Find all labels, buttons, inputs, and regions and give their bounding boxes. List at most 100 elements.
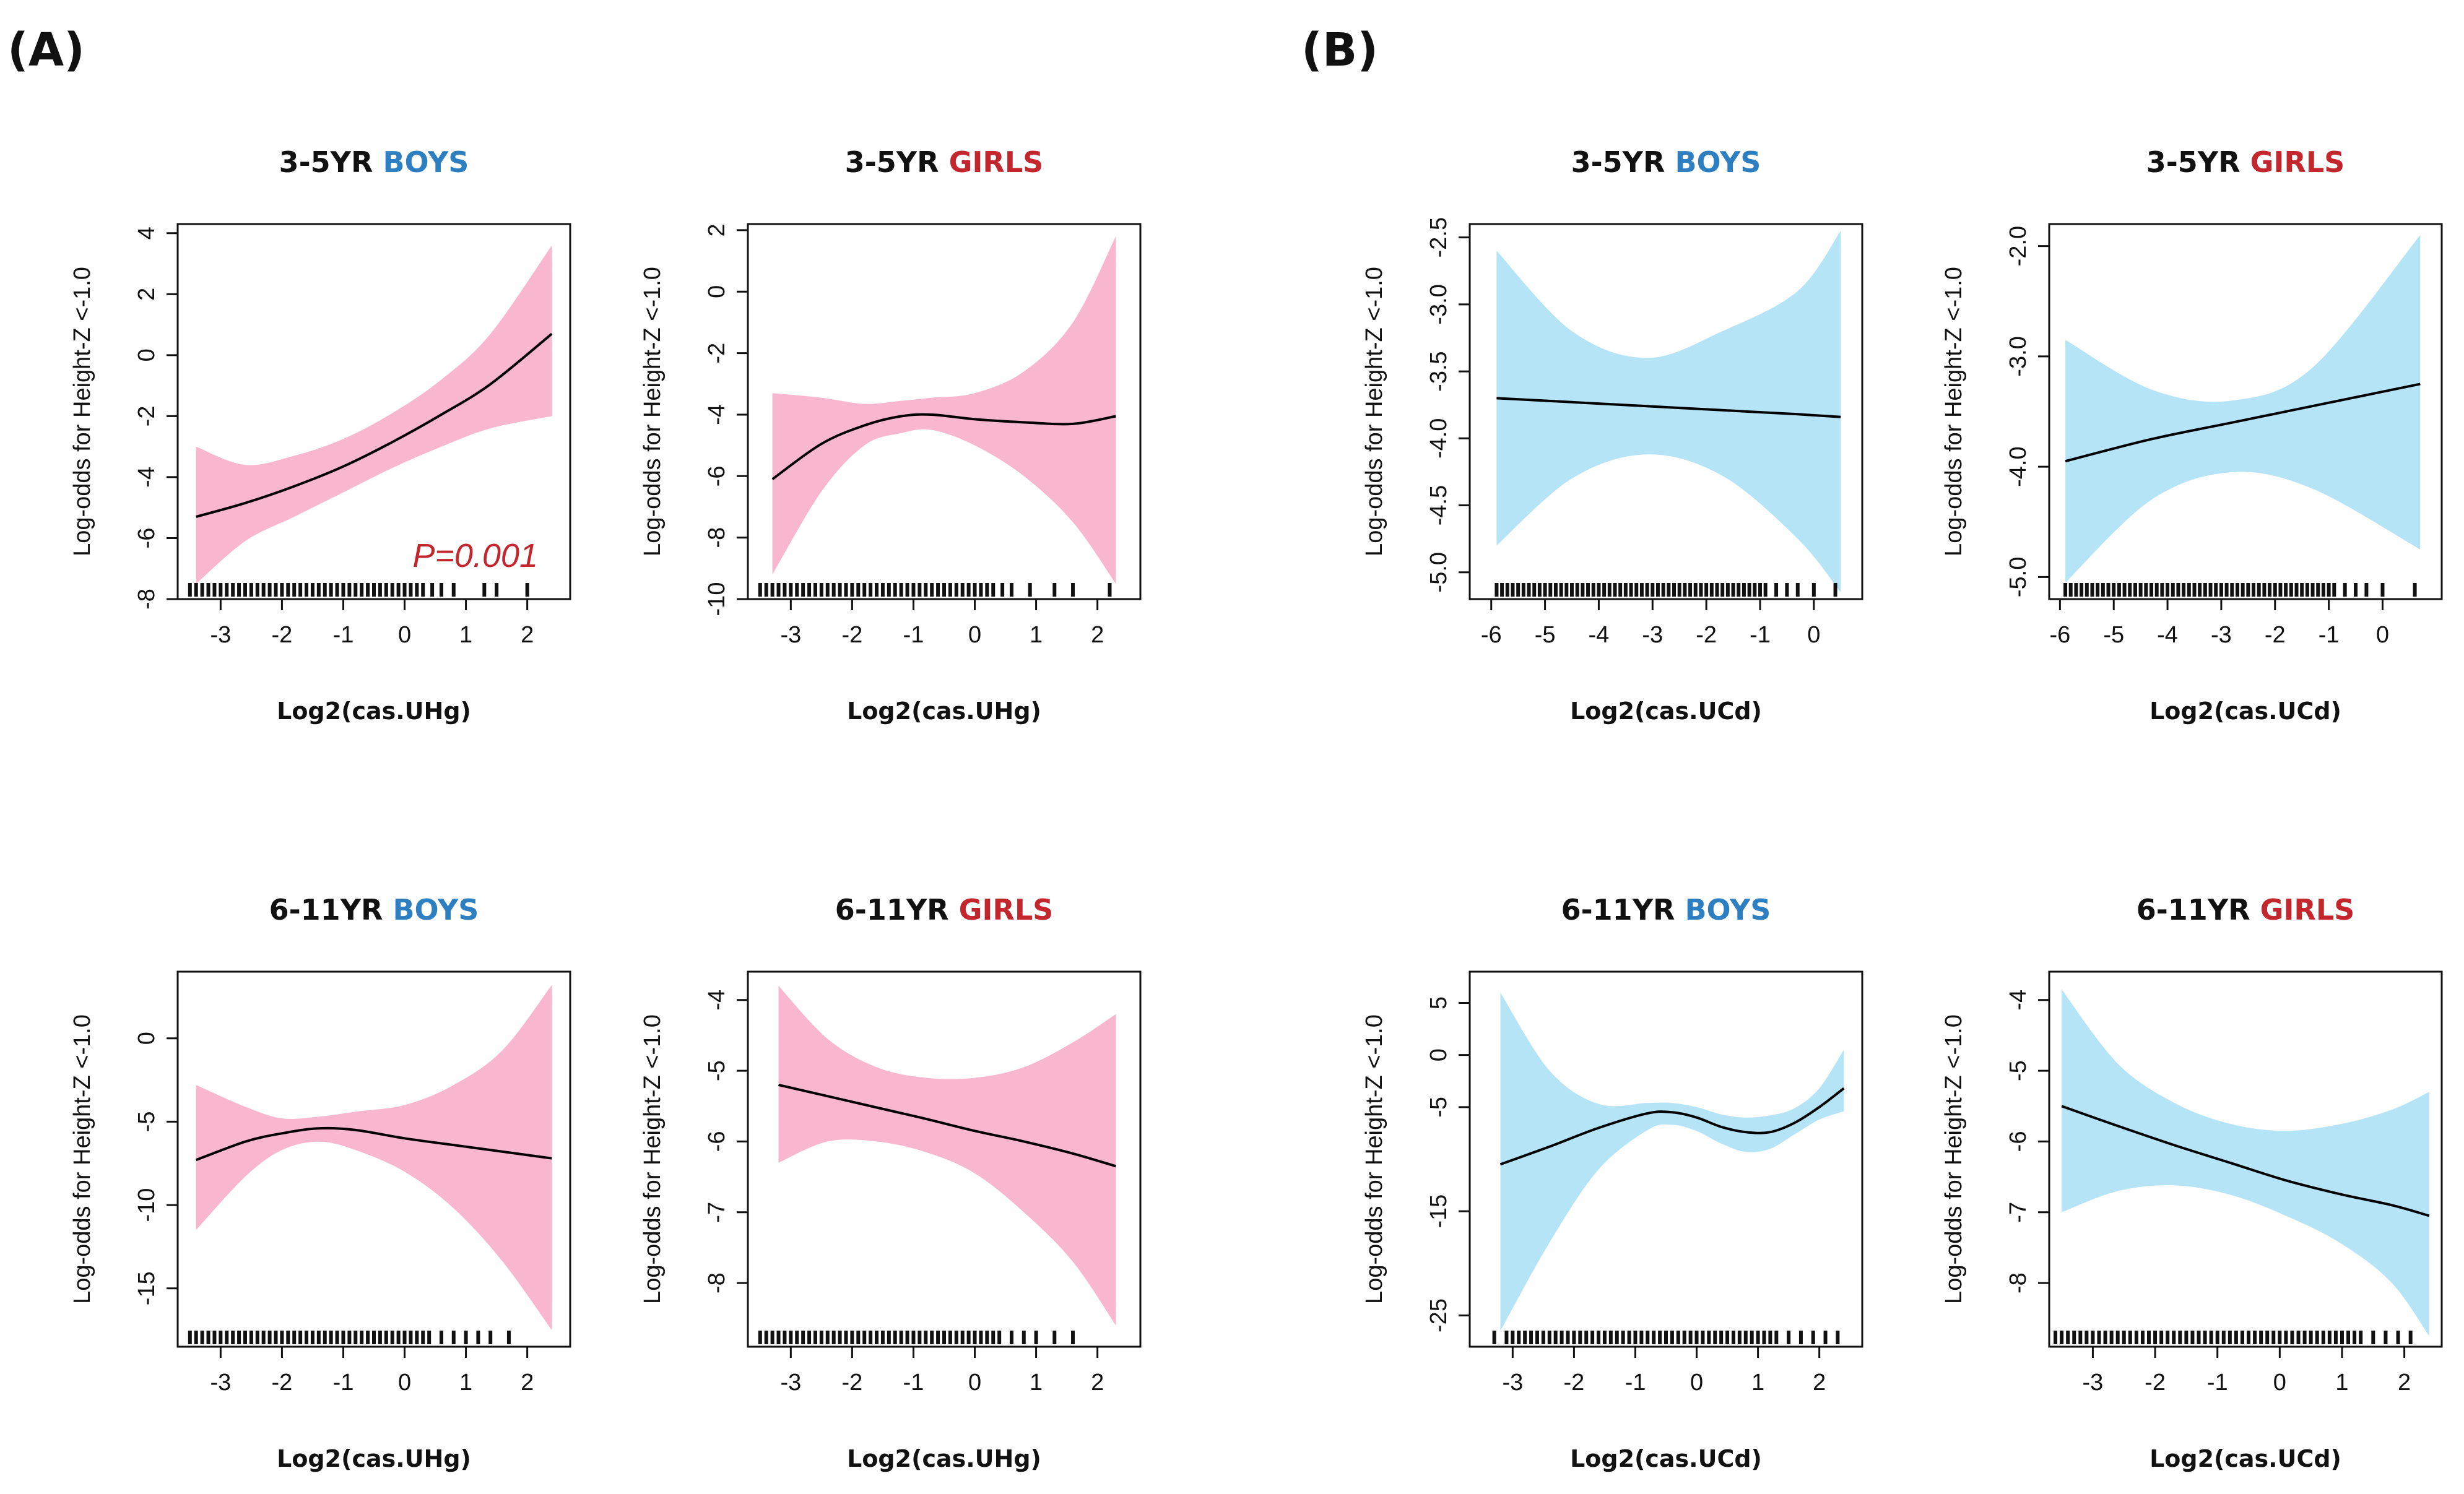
chart-title: 3-5YR BOYS bbox=[279, 145, 469, 179]
x-tick-label: 2 bbox=[521, 622, 534, 648]
y-axis-label: Log-odds for Height-Z <-1.0 bbox=[1941, 267, 1967, 556]
plot-frame bbox=[747, 223, 1142, 600]
x-tick-label: -2 bbox=[272, 1370, 293, 1396]
x-tick-label: -3 bbox=[2083, 1370, 2104, 1396]
x-tick-label: 0 bbox=[1807, 622, 1820, 648]
title-sex: BOYS bbox=[393, 893, 479, 926]
x-tick-label: -3 bbox=[210, 1370, 231, 1396]
y-tick-label: 2 bbox=[704, 223, 730, 236]
plot-frame bbox=[176, 970, 571, 1348]
plot-frame bbox=[2048, 223, 2443, 600]
y-tick-label: -10 bbox=[134, 1188, 160, 1222]
plot-frame bbox=[1468, 223, 1863, 600]
title-sex: BOYS bbox=[383, 145, 469, 179]
y-tick-label: -5 bbox=[704, 1060, 730, 1081]
x-tick-label: -3 bbox=[1642, 622, 1663, 648]
chart-title: 3-5YR GIRLS bbox=[845, 145, 1044, 179]
x-tick-label: -2 bbox=[272, 622, 293, 648]
title-age: 3-5YR bbox=[279, 145, 383, 179]
fit-line bbox=[771, 413, 1116, 480]
x-tick-label: -3 bbox=[780, 1370, 801, 1396]
y-tick-label: -2.5 bbox=[1426, 217, 1452, 257]
rug bbox=[1494, 583, 1837, 597]
chart-title: 3-5YR GIRLS bbox=[2146, 145, 2345, 179]
y-tick-label: -8 bbox=[134, 589, 160, 610]
title-sex: BOYS bbox=[1685, 893, 1771, 926]
x-tick-label: -1 bbox=[903, 622, 924, 648]
y-tick-label: -15 bbox=[1426, 1194, 1452, 1228]
y-axis-label: Log-odds for Height-Z <-1.0 bbox=[1361, 1014, 1387, 1304]
x-tick-label: -3 bbox=[210, 622, 231, 648]
title-age: 6-11YR bbox=[835, 893, 959, 926]
x-tick-label: -5 bbox=[2103, 622, 2124, 648]
x-tick-label: -6 bbox=[1481, 622, 1502, 648]
y-tick-label: -2.0 bbox=[2005, 226, 2031, 266]
y-tick-label: -2 bbox=[134, 405, 160, 426]
chart-3-5yr-girls-a: 3-5YR GIRLS-3 -2 -1 0 1 2-10-8-6-4-202Log2(ca… bbox=[640, 145, 1142, 725]
x-tick-label: -1 bbox=[903, 1370, 924, 1396]
chart-6-11yr-boys-b: 6-11YR BOYS -3 -2 -1 0 1 2 -25 -15 -5 0 5 Log2(cas.U… bbox=[1361, 893, 1863, 1472]
x-axis-label: Log2(cas.UHg) bbox=[847, 697, 1041, 725]
y-tick-label: -4 bbox=[134, 467, 160, 488]
x-tick-label: -6 bbox=[2049, 622, 2070, 648]
x-tick-label: 0 bbox=[398, 1370, 411, 1396]
y-tick-label: -3.5 bbox=[1426, 351, 1452, 391]
x-axis-label: Log2(cas.UHg) bbox=[277, 697, 471, 725]
plots-group: 3-5YR BOYS-3 -2 -1 0 1 2-8-6-4-2024Log2(cas.U… bbox=[69, 145, 2443, 1472]
chart-title: 6-11YR BOYS bbox=[1561, 893, 1771, 926]
y-tick-label: -7 bbox=[2005, 1202, 2031, 1223]
x-tick-label: 2 bbox=[1091, 622, 1104, 648]
confidence-band bbox=[772, 236, 1116, 584]
x-tick-label: 2 bbox=[1091, 1370, 1104, 1396]
title-age: 3-5YR bbox=[1571, 145, 1675, 179]
x-tick-label: 1 bbox=[2335, 1370, 2348, 1396]
y-tick-label: 4 bbox=[134, 227, 160, 240]
y-tick-label: -8 bbox=[704, 1272, 730, 1293]
x-tick-label: 1 bbox=[459, 622, 472, 648]
chart-3-5yr-boys-b: 3-5YR BOYS -6 -5 -4 -3 -2 -1 0 -5.0 -4.5 -4.0 -3.5 -… bbox=[1361, 145, 1863, 725]
y-tick-label: -8 bbox=[2005, 1272, 2031, 1293]
y-axis-label: Log-odds for Height-Z <-1.0 bbox=[1941, 1014, 1967, 1304]
x-tick-label: -1 bbox=[2207, 1370, 2228, 1396]
rug bbox=[2063, 583, 2417, 597]
y-tick-label: -5.0 bbox=[1426, 552, 1452, 592]
y-axis-label: Log-odds for Height-Z <-1.0 bbox=[69, 1014, 95, 1304]
y-tick-label: 0 bbox=[704, 285, 730, 298]
x-tick-label: 1 bbox=[1751, 1370, 1764, 1396]
y-tick-label: -6 bbox=[2005, 1131, 2031, 1152]
x-tick-label: -2 bbox=[2145, 1370, 2166, 1396]
y-tick-label: 2 bbox=[134, 288, 160, 301]
confidence-band bbox=[1500, 992, 1844, 1331]
x-tick-label: -1 bbox=[333, 622, 354, 648]
x-tick-label: 1 bbox=[1030, 622, 1043, 648]
y-tick-label: -7 bbox=[704, 1202, 730, 1223]
fit-line bbox=[778, 1083, 1116, 1168]
x-tick-label: -2 bbox=[842, 622, 863, 648]
rug bbox=[1492, 1331, 1840, 1344]
y-tick-label: -4.0 bbox=[1426, 418, 1452, 459]
y-tick-label: -4 bbox=[2005, 990, 2031, 1011]
chart-6-11yr-girls-a: 6-11YR GIRLS -3 -2 -1 0 1 2 -8 -7 -6 -5 -4 Log2(cas.… bbox=[640, 893, 1142, 1472]
x-tick-label: -1 bbox=[1625, 1370, 1646, 1396]
y-tick-label: 0 bbox=[1426, 1048, 1452, 1061]
x-tick-label: 1 bbox=[1030, 1370, 1043, 1396]
x-tick-label: 1 bbox=[459, 1370, 472, 1396]
fit-line bbox=[2061, 1105, 2430, 1217]
confidence-band bbox=[196, 245, 552, 584]
chart-6-11yr-girls-b: 6-11YR GIRLS -3 -2 -1 0 1 2 -8 -7 -6 -5 -4 Log2(cas.… bbox=[1941, 893, 2443, 1472]
y-tick-label: -15 bbox=[134, 1271, 160, 1305]
rug bbox=[2054, 1331, 2413, 1344]
x-tick-label: -3 bbox=[1502, 1370, 1523, 1396]
chart-title: 6-11YR GIRLS bbox=[2136, 893, 2355, 926]
title-age: 6-11YR bbox=[2136, 893, 2260, 926]
chart-title: 3-5YR BOYS bbox=[1571, 145, 1761, 179]
y-tick-label: -3.0 bbox=[1426, 284, 1452, 324]
x-tick-label: 0 bbox=[968, 1370, 981, 1396]
confidence-band bbox=[2062, 989, 2429, 1336]
title-sex: GIRLS bbox=[949, 145, 1044, 179]
title-sex: GIRLS bbox=[959, 893, 1054, 926]
rug bbox=[758, 1331, 1075, 1344]
chart-title: 6-11YR GIRLS bbox=[835, 893, 1054, 926]
chart-6-11yr-boys-a: 6-11YR BOYS-3 -2 -1 0 1 2-15-10-50Log2(cas.UH… bbox=[69, 893, 571, 1472]
